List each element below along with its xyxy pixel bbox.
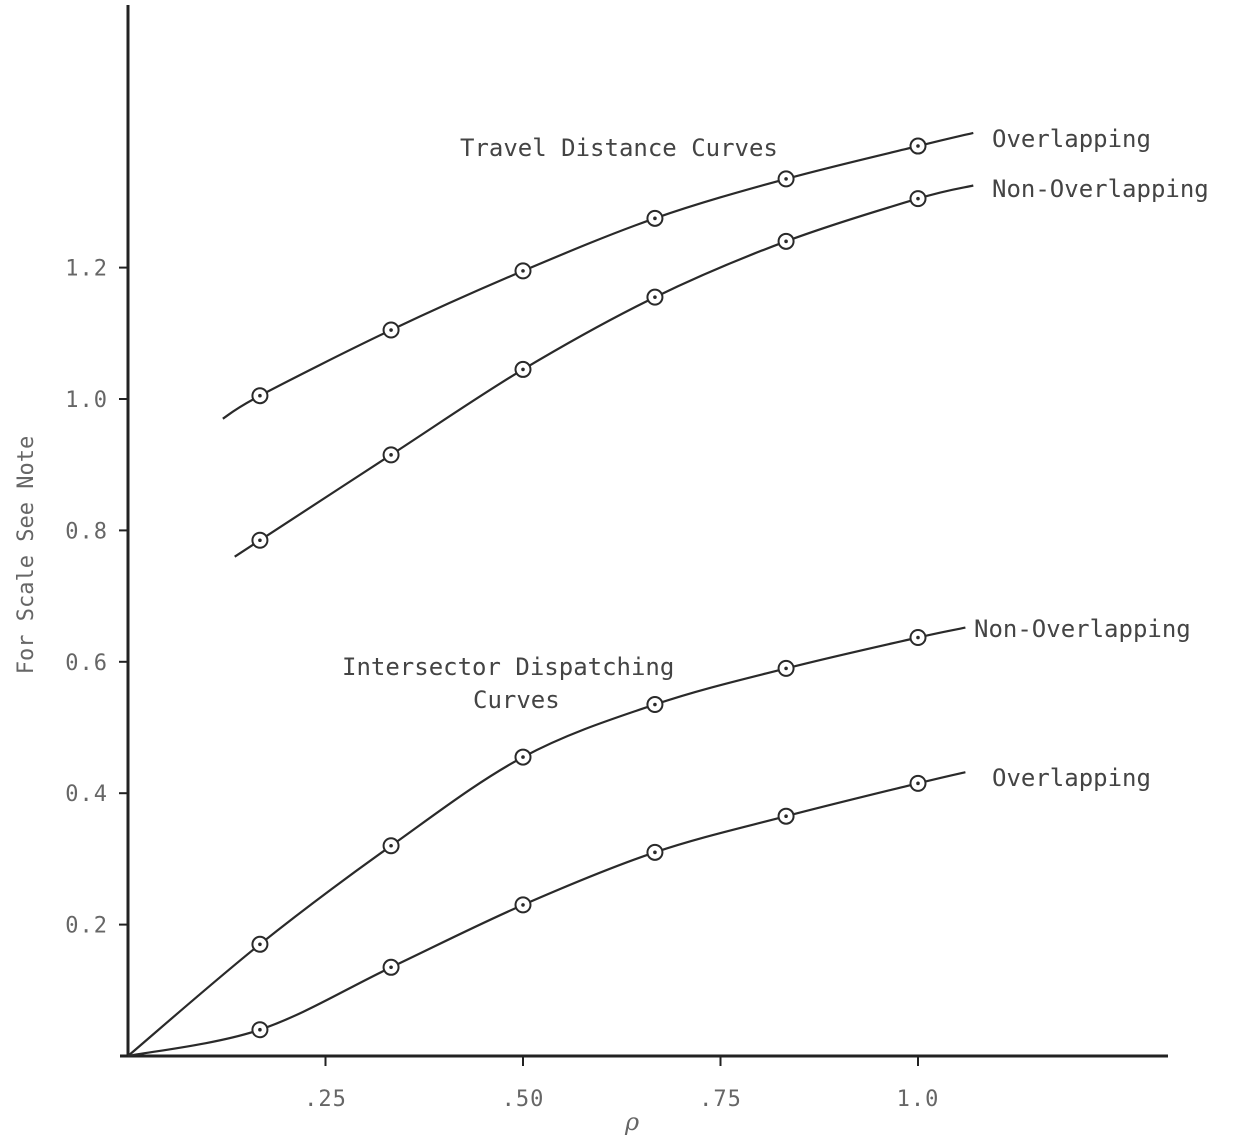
- data-point-intersector-overlapping: [777, 807, 795, 825]
- x-tick-label: .75: [699, 1087, 742, 1112]
- x-tick-label: .50: [502, 1087, 545, 1112]
- data-point-travel-non-overlapping: [251, 531, 269, 549]
- data-point-travel-non-overlapping: [382, 446, 400, 464]
- series-curves: [127, 131, 974, 1058]
- data-point-travel-overlapping: [514, 262, 532, 280]
- series-markers: [251, 137, 927, 1039]
- data-point-travel-overlapping: [777, 170, 795, 188]
- data-point-travel-non-overlapping: [909, 190, 927, 208]
- data-point-intersector-non-overlapping: [646, 696, 664, 714]
- data-point-intersector-overlapping: [514, 896, 532, 914]
- x-tick-label: .25: [304, 1087, 347, 1112]
- intersector-dispatching-annotation: Intersector Dispatching: [342, 653, 674, 681]
- series-label-travel-non-overlapping: Non-Overlapping: [992, 175, 1209, 203]
- x-tick-label: 1.0: [897, 1087, 940, 1112]
- series-label-travel-overlapping: Overlapping: [992, 125, 1151, 153]
- data-point-intersector-overlapping: [646, 843, 664, 861]
- intersector-curves-annotation: Curves: [473, 686, 560, 714]
- y-tick-label: 0.4: [65, 782, 108, 807]
- data-point-intersector-overlapping: [909, 774, 927, 792]
- axis-ticks: .25 .50 .75 1.0 0.2 0.4 0.6 0.8 1.0 1.2: [65, 257, 940, 1112]
- data-point-travel-overlapping: [909, 137, 927, 155]
- x-axis-title: ρ: [624, 1108, 639, 1136]
- y-tick-label: 1.0: [65, 388, 108, 413]
- series-line-travel-non-overlapping: [234, 184, 974, 558]
- y-tick-label: 1.2: [65, 257, 108, 282]
- data-point-travel-overlapping: [646, 209, 664, 227]
- data-point-intersector-non-overlapping: [777, 659, 795, 677]
- data-point-travel-non-overlapping: [514, 360, 532, 378]
- series-line-intersector-overlapping: [127, 771, 966, 1058]
- series-label-intersector-non-overlapping: Non-Overlapping: [974, 615, 1191, 643]
- data-point-intersector-non-overlapping: [382, 837, 400, 855]
- data-point-intersector-overlapping: [382, 958, 400, 976]
- data-point-intersector-non-overlapping: [909, 628, 927, 646]
- data-point-travel-non-overlapping: [646, 288, 664, 306]
- data-point-intersector-non-overlapping: [251, 935, 269, 953]
- y-tick-label: 0.6: [65, 651, 108, 676]
- y-tick-label: 0.2: [65, 914, 108, 939]
- data-point-travel-non-overlapping: [777, 232, 795, 250]
- data-point-travel-overlapping: [251, 387, 269, 405]
- series-label-intersector-overlapping: Overlapping: [992, 764, 1151, 792]
- data-point-intersector-non-overlapping: [514, 748, 532, 766]
- data-point-travel-overlapping: [382, 321, 400, 339]
- chart-labels: Travel Distance Curves Intersector Dispa…: [14, 125, 1209, 1136]
- data-point-intersector-overlapping: [251, 1021, 269, 1039]
- travel-distance-annotation: Travel Distance Curves: [460, 134, 778, 162]
- series-line-travel-overlapping: [222, 131, 974, 420]
- y-tick-label: 0.8: [65, 519, 108, 544]
- y-axis-title: For Scale See Note: [14, 436, 39, 674]
